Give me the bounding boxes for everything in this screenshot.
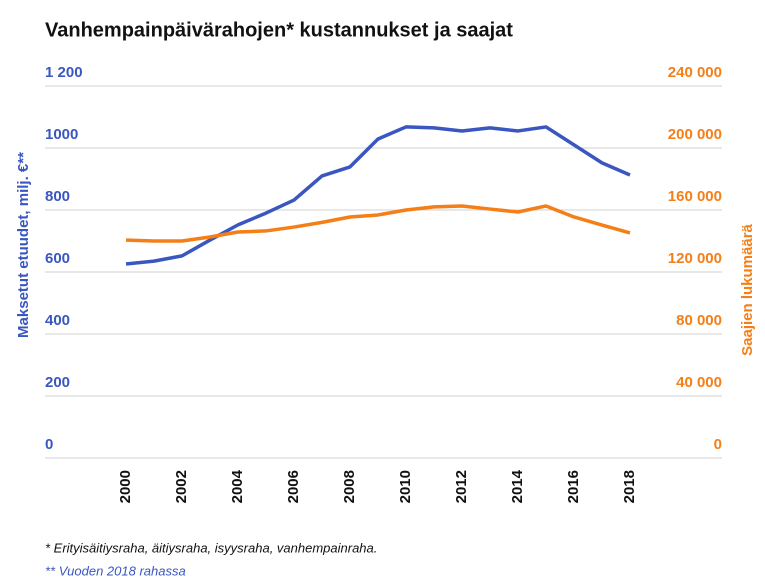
x-tick-label: 2014 bbox=[509, 469, 526, 503]
x-tick-label: 2006 bbox=[285, 470, 302, 503]
footnote: * Erityisäitiysraha, äitiysraha, isyysra… bbox=[45, 540, 377, 555]
y-tick-label: 1 200 bbox=[45, 64, 83, 81]
y2-tick-label: 200 000 bbox=[668, 126, 722, 143]
x-tick-label: 2010 bbox=[397, 470, 414, 503]
y-tick-label: 1000 bbox=[45, 126, 78, 143]
y2-tick-label: 160 000 bbox=[668, 188, 722, 205]
footnote: ** Vuoden 2018 rahassa bbox=[45, 563, 186, 578]
x-tick-label: 2004 bbox=[229, 469, 246, 503]
x-tick-label: 2016 bbox=[565, 470, 582, 503]
chart-title: Vanhempainpäivärahojen* kustannukset ja … bbox=[45, 19, 513, 41]
x-tick-label: 2000 bbox=[117, 470, 134, 503]
x-tick-label: 2002 bbox=[173, 470, 190, 503]
y2-tick-label: 40 000 bbox=[676, 374, 722, 391]
y-axis-title: Maksetut etuudet, milj. €** bbox=[15, 152, 32, 338]
y2-axis-title: Saajien lukumäärä bbox=[739, 223, 756, 355]
x-tick-label: 2012 bbox=[453, 470, 470, 503]
y-tick-label: 600 bbox=[45, 250, 70, 267]
y2-tick-label: 120 000 bbox=[668, 250, 722, 267]
y-tick-label: 0 bbox=[45, 436, 53, 453]
data-line bbox=[125, 125, 631, 266]
y-tick-label: 200 bbox=[45, 374, 70, 391]
x-tick-label: 2018 bbox=[621, 470, 638, 503]
y-tick-label: 800 bbox=[45, 188, 70, 205]
data-line bbox=[125, 204, 631, 243]
x-tick-label: 2008 bbox=[341, 470, 358, 503]
y2-tick-label: 0 bbox=[714, 436, 722, 453]
y2-tick-label: 80 000 bbox=[676, 312, 722, 329]
y-tick-label: 400 bbox=[45, 312, 70, 329]
y2-tick-label: 240 000 bbox=[668, 64, 722, 81]
